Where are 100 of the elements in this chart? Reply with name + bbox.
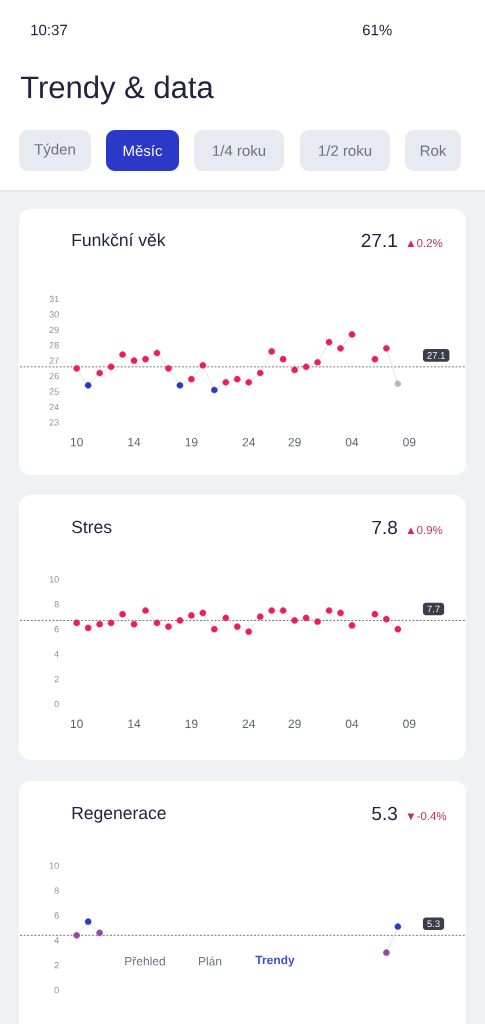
point bbox=[383, 949, 390, 957]
text: Rok bbox=[420, 144, 447, 156]
point bbox=[222, 614, 230, 622]
y-tick-label: 2 bbox=[54, 962, 59, 969]
y-tick-label: 8 bbox=[54, 601, 59, 608]
y-tick-label: 25 bbox=[49, 388, 59, 395]
point bbox=[142, 355, 149, 363]
point bbox=[394, 923, 402, 930]
point bbox=[383, 615, 390, 623]
point bbox=[165, 623, 172, 630]
text: 5.3 bbox=[372, 806, 397, 821]
point bbox=[233, 375, 241, 383]
point bbox=[383, 345, 390, 352]
point bbox=[119, 351, 126, 358]
point bbox=[337, 345, 344, 352]
point bbox=[245, 628, 253, 635]
x-tick-label: 29 bbox=[288, 437, 301, 447]
chart-title: Stres bbox=[72, 520, 112, 534]
text: Trendy & data bbox=[20, 75, 214, 105]
point bbox=[119, 610, 126, 618]
x-tick-label: 29 bbox=[288, 719, 301, 729]
point bbox=[279, 607, 287, 614]
point bbox=[245, 378, 253, 386]
x-tick-label: 10 bbox=[70, 437, 83, 447]
point bbox=[199, 362, 207, 369]
point bbox=[337, 609, 344, 617]
point bbox=[211, 625, 218, 633]
point bbox=[73, 365, 80, 372]
point bbox=[176, 382, 184, 389]
point bbox=[314, 358, 321, 366]
y-tick-label: 30 bbox=[49, 311, 59, 318]
x-tick-label: 14 bbox=[128, 719, 141, 728]
point bbox=[153, 349, 161, 357]
point bbox=[302, 363, 310, 371]
point bbox=[302, 614, 310, 622]
point bbox=[279, 355, 287, 363]
text: Měsíc bbox=[123, 144, 163, 157]
y-tick-label: 28 bbox=[49, 342, 59, 349]
point bbox=[142, 607, 149, 614]
text: 7.7 bbox=[427, 605, 440, 613]
point bbox=[176, 617, 184, 624]
annotation: Přehled bbox=[125, 956, 165, 966]
text: 1/2 roku bbox=[319, 144, 372, 156]
text: 10:37 bbox=[31, 24, 67, 36]
text: ▲0.2% bbox=[407, 238, 443, 248]
point bbox=[188, 375, 195, 383]
point bbox=[165, 365, 172, 372]
y-tick-label: 10 bbox=[49, 862, 59, 869]
y-tick-label: 23 bbox=[49, 419, 59, 426]
y-tick-label: 29 bbox=[49, 326, 59, 334]
point bbox=[84, 918, 92, 925]
chart-title: Regenerace bbox=[72, 806, 166, 823]
point bbox=[107, 619, 115, 627]
point bbox=[268, 348, 275, 355]
point bbox=[96, 369, 103, 377]
y-tick-label: 8 bbox=[54, 887, 59, 894]
point bbox=[394, 380, 402, 388]
text: Týden bbox=[34, 143, 75, 158]
y-tick-label: 0 bbox=[54, 986, 59, 994]
x-tick-label: 24 bbox=[242, 437, 256, 447]
point bbox=[130, 357, 138, 364]
point bbox=[233, 623, 241, 630]
y-tick-label: 0 bbox=[54, 700, 59, 708]
y-tick-label: 10 bbox=[49, 576, 59, 583]
point bbox=[325, 338, 333, 346]
text: ▼-0.4% bbox=[407, 811, 447, 821]
x-tick-label: 24 bbox=[242, 719, 256, 728]
point bbox=[222, 378, 230, 386]
x-tick-label: 09 bbox=[403, 719, 416, 729]
point bbox=[84, 382, 92, 389]
point bbox=[211, 386, 218, 394]
y-tick-label: 6 bbox=[54, 626, 59, 633]
text: 61% bbox=[362, 24, 392, 36]
text: 27.1 bbox=[361, 233, 397, 247]
point bbox=[325, 607, 333, 614]
text: 7.8 bbox=[372, 520, 397, 535]
point bbox=[199, 609, 207, 617]
chart-title: Funkční věk bbox=[72, 233, 166, 247]
point bbox=[84, 624, 92, 632]
x-tick-label: 04 bbox=[345, 437, 359, 447]
y-tick-label: 4 bbox=[54, 651, 59, 658]
x-tick-label: 14 bbox=[128, 437, 141, 447]
point bbox=[256, 369, 264, 377]
point bbox=[291, 366, 298, 374]
point bbox=[394, 625, 402, 633]
annotation: Trendy bbox=[255, 955, 295, 967]
x-tick-label: 19 bbox=[185, 719, 198, 729]
point bbox=[130, 620, 138, 628]
y-tick-label: 31 bbox=[49, 295, 59, 303]
y-tick-label: 27 bbox=[49, 357, 59, 364]
y-tick-label: 24 bbox=[49, 403, 59, 411]
x-tick-label: 09 bbox=[403, 437, 416, 447]
point bbox=[348, 622, 356, 629]
x-tick-label: 10 bbox=[70, 719, 83, 729]
annotation: Plán bbox=[198, 956, 222, 966]
text: 27.1 bbox=[427, 352, 445, 359]
point bbox=[73, 619, 80, 627]
point bbox=[107, 363, 115, 371]
point bbox=[73, 932, 80, 939]
point bbox=[96, 929, 103, 937]
